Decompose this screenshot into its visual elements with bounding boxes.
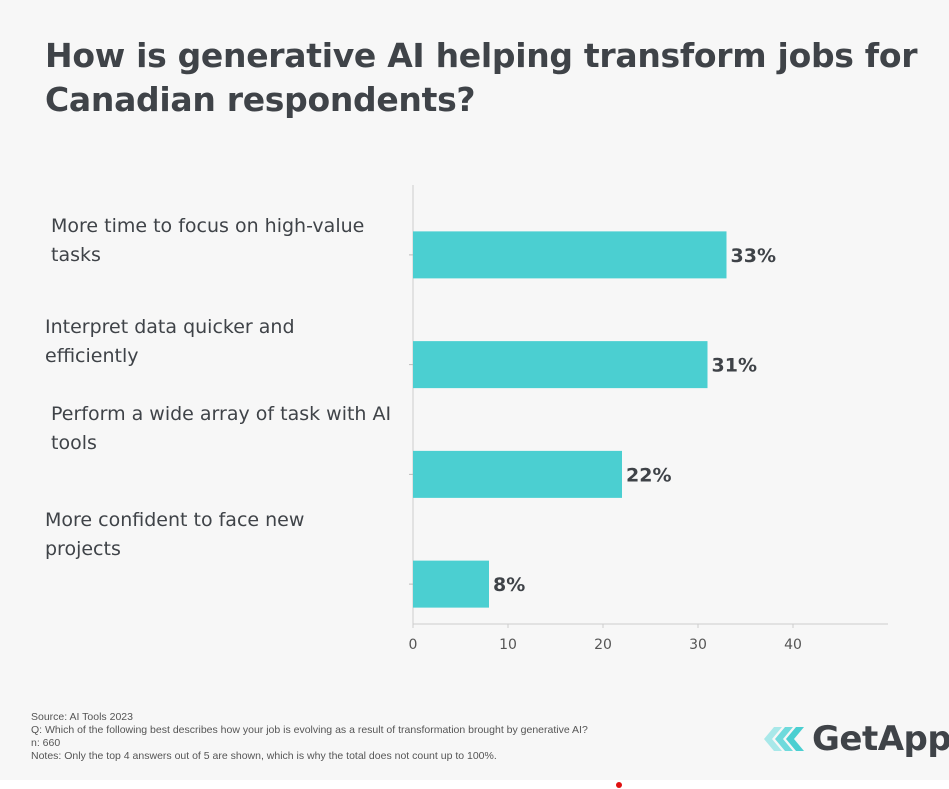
x-tick-label: 0 [409, 637, 418, 653]
category-label: More confident to face new projects [45, 509, 305, 560]
x-tick-label: 40 [784, 637, 802, 653]
question-note: Q: Which of the following best describes… [31, 724, 588, 736]
notes: Notes: Only the top 4 answers out of 5 a… [31, 750, 497, 762]
chart-title: How is generative AI helping transform j… [45, 36, 918, 119]
data-label: 31% [712, 355, 757, 377]
category-label: Perform a wide array of task with AI too… [51, 403, 392, 454]
bar [413, 231, 727, 279]
red-dot [616, 782, 622, 788]
x-tick-label: 30 [689, 637, 707, 653]
bar [413, 341, 708, 389]
bar-chart: 33% 31% 22% 8% 0 10 20 30 40 [409, 185, 888, 653]
bar [413, 450, 622, 498]
x-tick-label: 10 [499, 637, 517, 653]
logo-text: GetApp [812, 719, 949, 759]
getapp-logo: GetApp [764, 719, 949, 759]
data-label: 22% [626, 464, 671, 486]
sample-size: n: 660 [31, 737, 61, 749]
source-note: Source: AI Tools 2023 [31, 711, 133, 723]
bar [413, 560, 489, 608]
getapp-chevrons-icon [764, 727, 804, 751]
category-label: Interpret data quicker and efficiently [45, 316, 295, 367]
x-tick-label: 20 [594, 637, 612, 653]
data-label: 8% [493, 574, 525, 596]
data-label: 33% [731, 245, 776, 267]
category-label: More time to focus on high-value tasks [51, 215, 365, 266]
